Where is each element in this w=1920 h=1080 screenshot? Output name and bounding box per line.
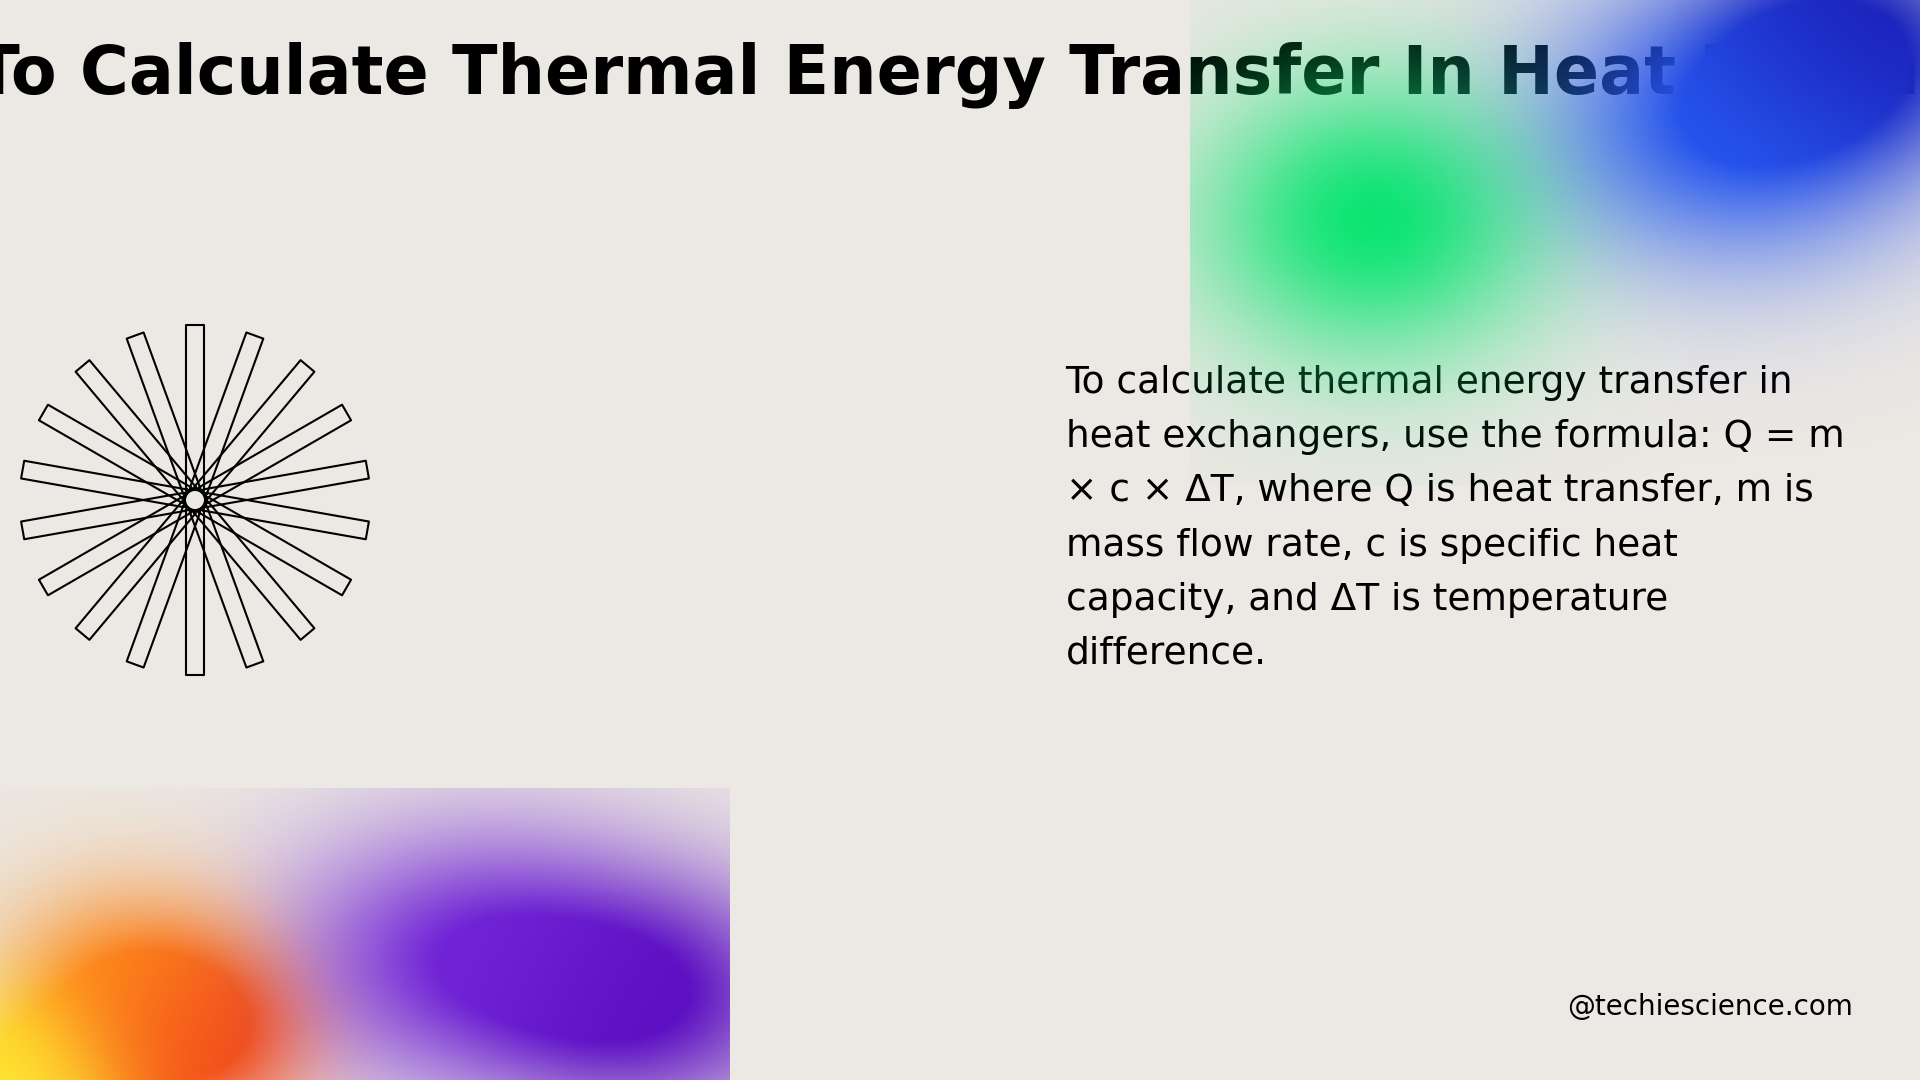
Text: @techiescience.com: @techiescience.com	[1567, 993, 1853, 1021]
Text: To calculate thermal energy transfer in
heat exchangers, use the formula: Q = m
: To calculate thermal energy transfer in …	[1066, 365, 1845, 672]
Text: How To Calculate Thermal Energy Transfer In Heat Exchangers: How To Calculate Thermal Energy Transfer…	[0, 42, 1920, 109]
